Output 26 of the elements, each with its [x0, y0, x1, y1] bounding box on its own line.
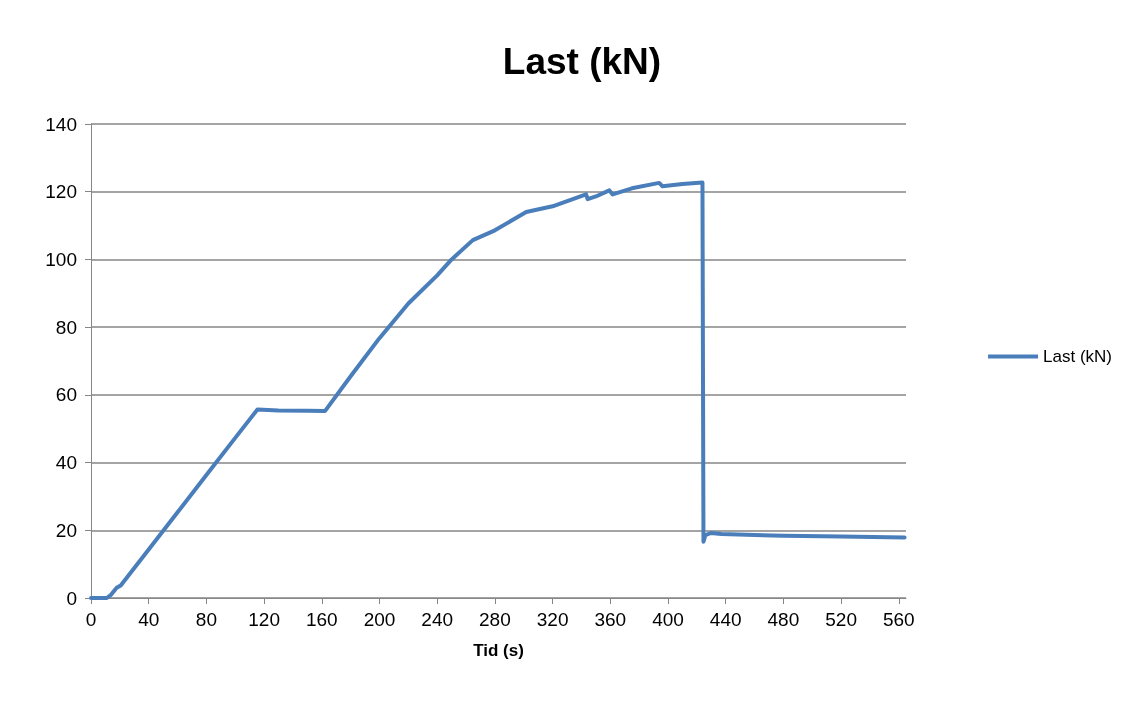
- x-tick-label: 160: [305, 609, 338, 630]
- x-tick-label: 120: [248, 609, 280, 630]
- y-tick-label: 0: [66, 587, 77, 609]
- y-tick-label: 80: [55, 316, 77, 338]
- x-tick-label: 200: [363, 609, 396, 630]
- x-tick-label: 0: [85, 609, 97, 630]
- y-tick-label: 20: [55, 519, 77, 541]
- x-tick-label: 280: [479, 609, 511, 630]
- chart-title: Last (kN): [502, 41, 662, 82]
- y-tick-label: 60: [55, 384, 77, 406]
- x-tick-label: 440: [709, 609, 742, 630]
- x-tick-label: 480: [767, 609, 800, 630]
- y-tick-label: 140: [45, 113, 77, 135]
- y-tick-label: 40: [55, 452, 77, 474]
- x-tick-label: 560: [882, 609, 915, 630]
- x-tick-label: 80: [195, 609, 217, 630]
- x-tick-label: 320: [536, 609, 569, 630]
- x-tick-label: 520: [825, 609, 857, 630]
- x-tick-label: 240: [421, 609, 454, 630]
- x-tick-label: 40: [138, 609, 160, 630]
- x-tick-label: 360: [594, 609, 627, 630]
- x-tick-label: 400: [652, 609, 684, 630]
- y-tick-label: 120: [45, 181, 77, 203]
- x-axis-title: Tid (s): [473, 641, 524, 660]
- y-tick-label: 100: [45, 248, 77, 270]
- legend-label: Last (kN): [1043, 347, 1113, 366]
